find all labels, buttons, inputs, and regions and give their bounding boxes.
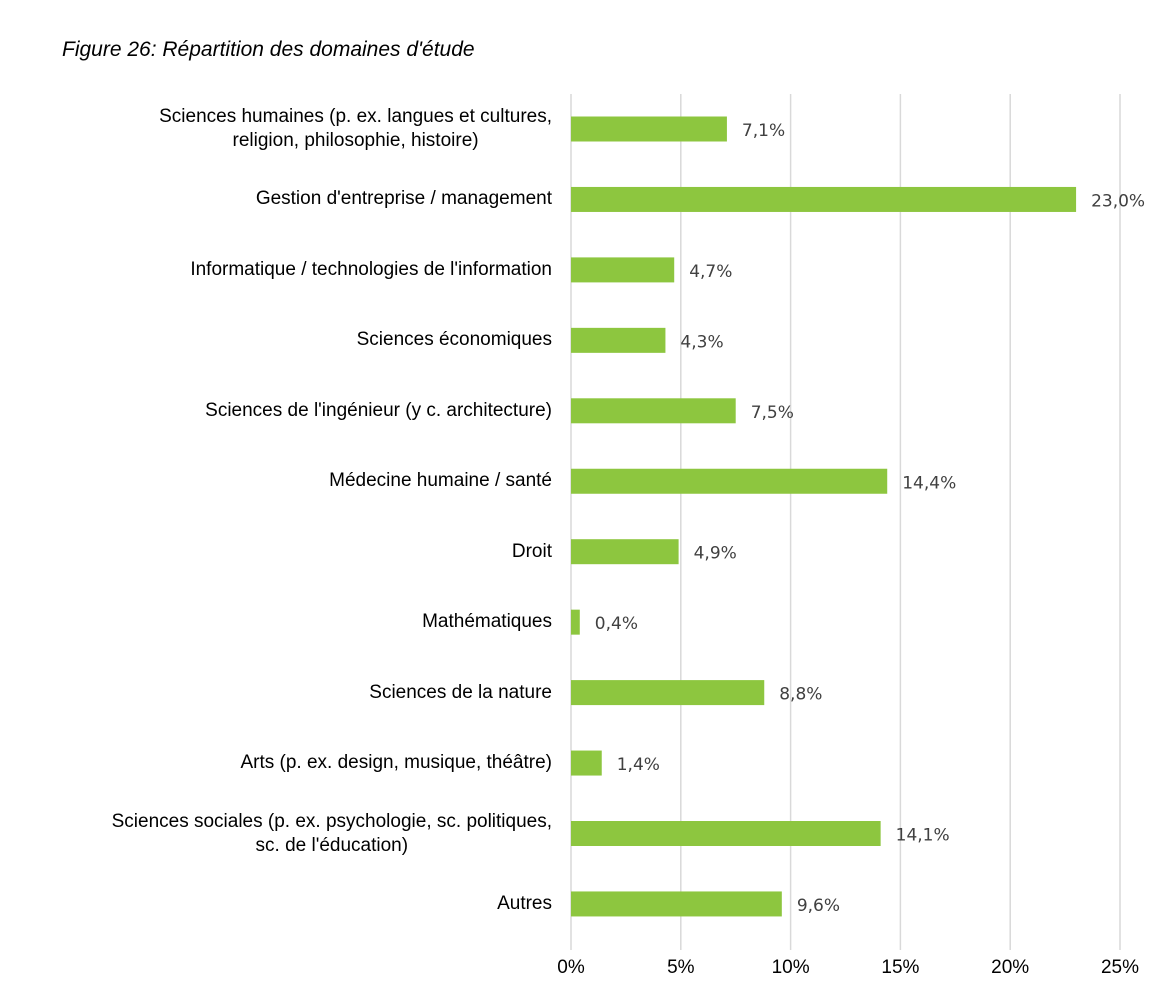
bar (571, 468, 888, 494)
category-label: Sciences de l'ingénieur (y c. architectu… (205, 399, 552, 421)
value-label: 7,5% (751, 403, 794, 423)
category-label: Mathématiques (422, 611, 552, 633)
value-label: 14,4% (902, 473, 956, 493)
value-label: 4,7% (689, 262, 732, 282)
x-tick-label: 10% (772, 957, 810, 978)
bar (571, 680, 765, 706)
bar (571, 821, 881, 846)
bar (571, 539, 679, 565)
x-tick-label: 5% (667, 957, 695, 978)
x-tick-label: 20% (991, 957, 1029, 978)
category-label: Arts (p. ex. design, musique, théâtre) (240, 752, 552, 774)
bar (571, 257, 675, 283)
value-label: 1,4% (617, 755, 660, 775)
category-label: Informatique / technologies de l'informa… (190, 258, 552, 280)
bar (571, 609, 580, 635)
bar (571, 750, 602, 776)
category-label: Sciences humaines (p. ex. langues et cul… (159, 106, 552, 151)
category-label: Droit (511, 540, 552, 562)
category-label: Sciences sociales (p. ex. psychologie, s… (111, 810, 552, 856)
category-label: Sciences économiques (356, 329, 552, 351)
bar (571, 327, 666, 353)
bar (571, 891, 782, 917)
value-label: 7,1% (742, 121, 785, 141)
category-label: Autres (497, 892, 552, 914)
value-label: 4,9% (694, 544, 737, 564)
x-tick-label: 0% (557, 957, 585, 978)
category-label: Sciences de la nature (369, 681, 552, 703)
value-label: 9,6% (797, 896, 840, 916)
value-label: 14,1% (896, 826, 950, 846)
category-label: Gestion d'entreprise / management (255, 188, 552, 210)
value-label: 8,8% (779, 685, 822, 705)
x-tick-label: 15% (881, 957, 919, 978)
value-label: 23,0% (1091, 191, 1145, 211)
bar (571, 398, 736, 424)
x-tick-label: 25% (1101, 957, 1139, 978)
bar (571, 116, 727, 142)
category-label: Médecine humaine / santé (329, 470, 552, 492)
chart-title: Figure 26: Répartition des domaines d'ét… (62, 38, 475, 61)
value-label: 0,4% (595, 614, 638, 634)
bar (571, 186, 1077, 212)
value-label: 4,3% (680, 332, 723, 352)
